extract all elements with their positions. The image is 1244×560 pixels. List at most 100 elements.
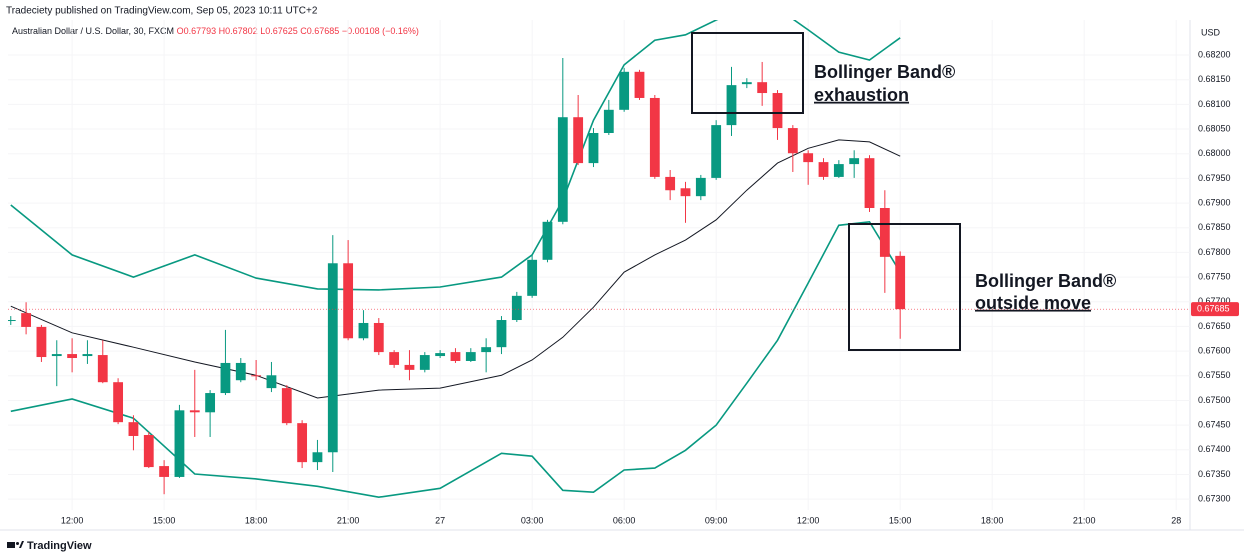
candle-body xyxy=(680,188,691,197)
candle-body xyxy=(358,322,369,339)
legend-open: O0.67793 xyxy=(177,26,217,36)
highlight-box xyxy=(848,223,961,351)
axes: 0.67300 0.67350 0.67400 0.67450 0.67500 0.675… xyxy=(61,49,1239,525)
candle-body xyxy=(542,221,553,260)
legend-change: −0.00108 (−0.16%) xyxy=(342,26,419,36)
candle-body xyxy=(895,255,906,310)
candle-body xyxy=(373,322,384,353)
candle-body xyxy=(557,117,568,222)
candle-body xyxy=(603,109,614,134)
candle-body xyxy=(159,466,170,477)
y-tick-label: 0.67300 xyxy=(1198,494,1231,504)
x-tick-label: 18:00 xyxy=(981,515,1004,525)
candle-body xyxy=(251,375,262,377)
candle-body xyxy=(419,355,430,370)
candle-body xyxy=(343,263,354,339)
plot-area xyxy=(8,20,1190,499)
x-tick-label: 18:00 xyxy=(245,515,268,525)
y-tick-label: 0.68200 xyxy=(1198,49,1231,59)
brand: TradingView xyxy=(27,540,92,552)
x-tick-label: 06:00 xyxy=(613,515,636,525)
candle-body xyxy=(833,164,844,177)
candle-body xyxy=(205,393,216,413)
annotation-title: Bollinger Band® xyxy=(975,271,1116,291)
x-tick-label: 09:00 xyxy=(705,515,728,525)
candle-body xyxy=(496,320,507,348)
y-tick-label: 0.67600 xyxy=(1198,345,1231,355)
currency: USD xyxy=(1201,27,1221,37)
y-tick-label: 0.67650 xyxy=(1198,321,1231,331)
annotation-subtitle: outside move xyxy=(975,293,1091,313)
x-tick-label: 03:00 xyxy=(521,515,544,525)
candle-body xyxy=(97,355,108,383)
candle-body xyxy=(527,259,538,296)
candle-body xyxy=(711,125,722,178)
y-tick-label: 0.68150 xyxy=(1198,74,1231,84)
candle-body xyxy=(389,352,400,365)
y-tick-label: 0.67750 xyxy=(1198,271,1231,281)
highlight-box xyxy=(691,32,804,114)
y-tick-label: 0.67950 xyxy=(1198,173,1231,183)
bollinger-line xyxy=(10,20,901,291)
candle-body xyxy=(787,128,798,154)
legend-low: L0.67625 xyxy=(260,26,298,36)
candle-body xyxy=(481,347,492,353)
annotation-subtitle: exhaustion xyxy=(814,85,909,105)
candle-body xyxy=(665,176,676,191)
candle-body xyxy=(36,326,47,358)
candle-body xyxy=(128,422,139,436)
candle-body xyxy=(634,71,645,98)
y-tick-label: 0.67800 xyxy=(1198,247,1231,257)
publisher: Tradeciety published on TradingView.com,… xyxy=(6,6,318,17)
tradingview-logo xyxy=(7,541,24,548)
candle-body xyxy=(450,352,461,361)
candle-body xyxy=(619,71,630,110)
candle-body xyxy=(649,97,660,177)
y-tick-label: 0.67700 xyxy=(1198,296,1231,306)
candle-body xyxy=(143,434,154,468)
y-tick-label: 0.67400 xyxy=(1198,444,1231,454)
candle-body xyxy=(465,352,476,361)
candle-body xyxy=(67,354,78,359)
candle-body xyxy=(511,295,522,321)
y-tick-label: 0.67350 xyxy=(1198,469,1231,479)
x-tick-label: 21:00 xyxy=(337,515,360,525)
candle-body xyxy=(82,354,93,357)
y-tick-label: 0.68100 xyxy=(1198,99,1231,109)
candle-body xyxy=(281,388,292,424)
symbol: Australian Dollar / U.S. Dollar, 30, FXC… xyxy=(12,26,174,36)
candle-body xyxy=(772,93,783,129)
candle-body xyxy=(849,158,860,165)
candle-body xyxy=(404,364,415,370)
candle-body xyxy=(757,82,768,94)
y-tick-label: 0.67850 xyxy=(1198,222,1231,232)
candle-body xyxy=(327,263,338,453)
candle-body xyxy=(21,313,32,327)
symbol-legend: Australian Dollar / U.S. Dollar, 30, FXC… xyxy=(12,26,419,36)
candle-body xyxy=(879,208,890,257)
bollinger-line xyxy=(10,220,901,499)
last-price-tag xyxy=(1191,302,1239,317)
candle-body xyxy=(266,375,277,389)
grid xyxy=(8,20,1190,510)
x-tick-label: 15:00 xyxy=(153,515,176,525)
x-tick-label: 28 xyxy=(1171,515,1181,525)
candle-body xyxy=(818,162,829,177)
candle-body xyxy=(695,177,706,197)
x-tick-label: 27 xyxy=(435,515,445,525)
y-tick-label: 0.67550 xyxy=(1198,370,1231,380)
candle-body xyxy=(803,153,814,163)
candle-body xyxy=(864,158,875,209)
x-tick-label: 21:00 xyxy=(1073,515,1096,525)
x-tick-label: 15:00 xyxy=(889,515,912,525)
candle-body xyxy=(435,353,446,357)
candle-body xyxy=(573,117,584,164)
annotation-title: Bollinger Band® xyxy=(814,62,955,82)
candle-body xyxy=(297,423,308,463)
last-price-label: 0.67685 xyxy=(1197,304,1230,314)
y-tick-label: 0.67500 xyxy=(1198,395,1231,405)
x-tick-label: 12:00 xyxy=(797,515,820,525)
candle-body xyxy=(741,82,752,85)
candle-body xyxy=(235,362,246,381)
